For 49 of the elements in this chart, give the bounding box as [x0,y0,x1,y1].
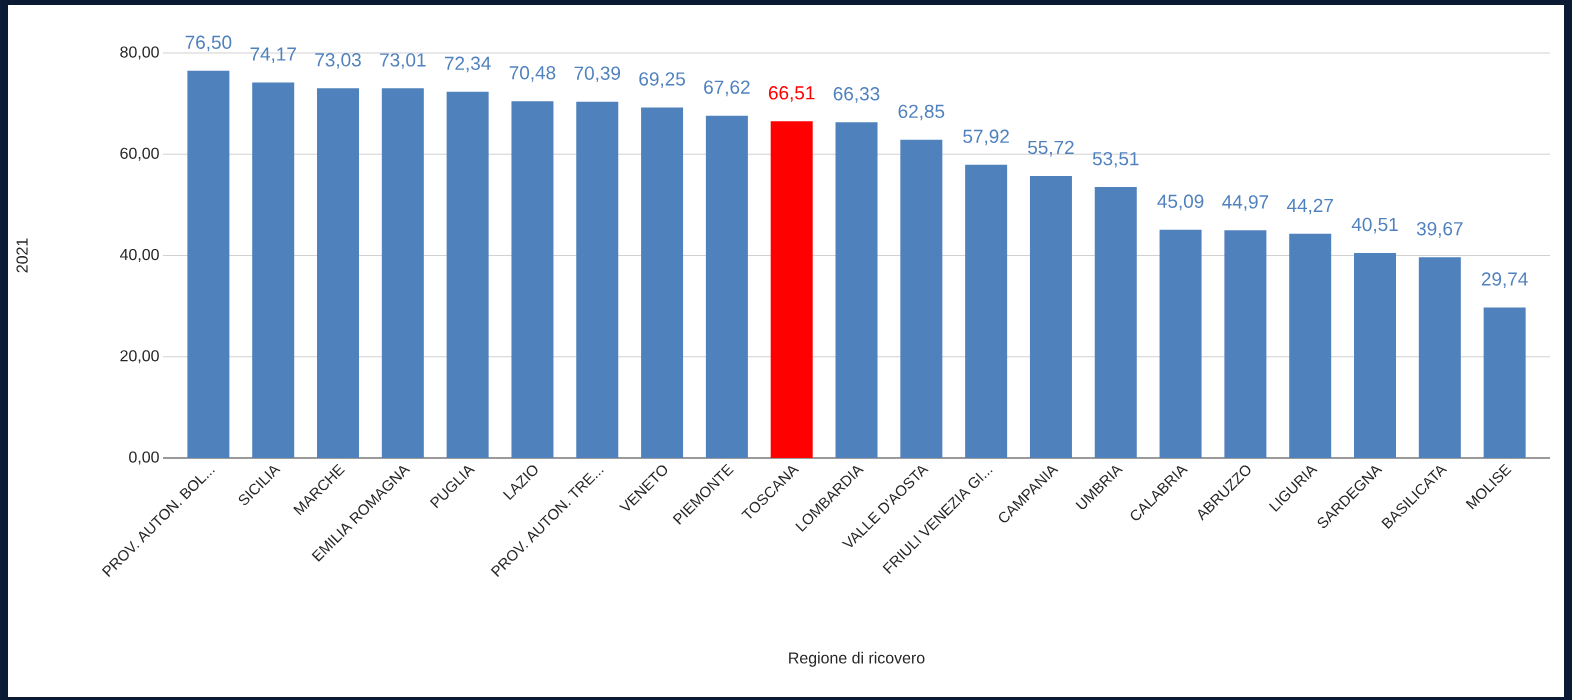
data-label: 39,67 [1416,222,1463,238]
y-tick-label: 40,00 [119,248,159,263]
data-label: 72,34 [444,56,491,73]
bar [835,122,878,458]
data-label: 67,62 [704,80,750,97]
bar [900,139,943,458]
bar [1354,252,1397,458]
x-axis-title: Regione di ricovero [789,651,925,667]
bar [381,88,424,458]
bar [511,101,554,458]
y-tick-label: 20,00 [120,350,159,364]
bar [1289,233,1332,458]
data-label: 53,51 [1092,151,1139,168]
bar [252,82,295,458]
data-label: 57,92 [963,129,1009,146]
data-label: 76,50 [185,35,232,52]
y-tick-label: 80,00 [120,46,159,60]
data-label: 69,25 [639,72,685,88]
bar [1224,230,1267,458]
bar [641,107,684,458]
data-label: 44,27 [1286,198,1333,215]
bar [187,70,230,458]
data-label: 73,01 [380,53,426,69]
data-label: 66,51 [768,86,815,102]
bar [1483,307,1526,458]
data-label: 62,85 [898,104,945,121]
data-label: 45,09 [1157,194,1204,211]
bar [317,88,360,458]
data-label: 73,03 [315,53,361,69]
bar [576,101,619,458]
data-label: 44,97 [1222,195,1269,211]
bar [446,91,489,458]
data-label: 70,39 [574,66,621,83]
y-axis-title: 2021 [16,238,28,273]
y-tick-label: 0,00 [129,451,159,465]
bar [1159,229,1202,458]
data-label: 40,51 [1351,217,1398,234]
bar [1094,187,1137,458]
data-label: 66,33 [833,87,880,103]
data-label: 55,72 [1028,140,1074,157]
bar [770,121,813,458]
y-tick-label: 60,00 [120,147,159,161]
bar [705,115,748,458]
data-label: 70,48 [509,66,556,82]
data-label: 74,17 [250,47,296,63]
bar [965,164,1008,458]
bar [1029,175,1072,458]
data-label: 29,74 [1481,272,1528,288]
bar [1418,257,1461,458]
